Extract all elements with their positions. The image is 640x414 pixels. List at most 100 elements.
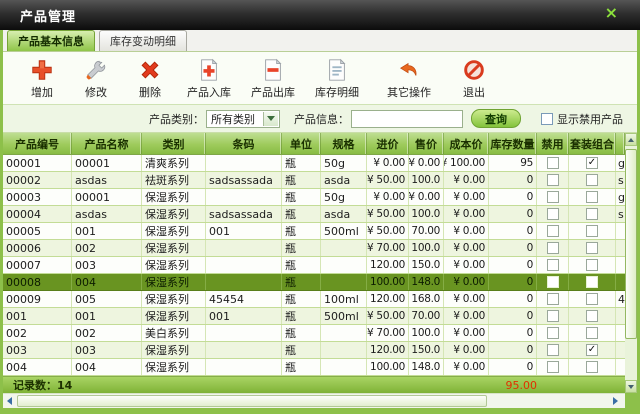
add-icon [29, 56, 56, 83]
column-header-12[interactable]: 套装组合 [569, 133, 616, 154]
cell: asdas [72, 172, 142, 188]
scroll-left-icon[interactable] [7, 397, 12, 405]
combo-checkbox[interactable] [586, 191, 598, 203]
table-row[interactable]: 00001 00001 清爽系列瓶 50g ¥ 0.00 ¥ 0.00 ¥ 100.00 95… [3, 155, 625, 172]
cell: 保湿系列 [142, 308, 206, 324]
product-info-input[interactable] [351, 109, 463, 128]
combo-checkbox[interactable] [586, 276, 598, 288]
column-header-3[interactable]: 类别 [142, 133, 206, 154]
table-row[interactable]: 00003 00001 保湿系列瓶 50g ¥ 0.00 ¥ 0.00 ¥ 0.00 0 g [3, 189, 625, 206]
clipped-cell [616, 274, 625, 290]
query-button[interactable]: 查询 [471, 109, 521, 128]
show-disabled-checkbox[interactable] [541, 112, 553, 125]
disabled-checkbox[interactable] [546, 293, 559, 305]
modify-button[interactable]: 修改 [73, 53, 119, 103]
disabled-checkbox[interactable] [546, 344, 559, 356]
tab-product-basic-info[interactable]: 产品基本信息 [7, 30, 95, 51]
disabled-checkbox[interactable] [546, 157, 559, 169]
combo-checkbox[interactable] [586, 259, 598, 271]
column-header-8[interactable]: 售价 [409, 133, 444, 154]
vertical-scrollbar[interactable] [625, 133, 637, 393]
cell: 保湿系列 [142, 223, 206, 239]
product-outbound-button[interactable]: 产品出库 [245, 53, 301, 103]
disabled-checkbox[interactable] [546, 208, 559, 220]
cell: 001 [72, 223, 142, 239]
column-header-4[interactable]: 条码 [206, 133, 282, 154]
add-button[interactable]: 增加 [19, 53, 65, 103]
column-header-6[interactable]: 规格 [321, 133, 367, 154]
cell: 保湿系列 [142, 240, 206, 256]
toolbar-button-label: 产品入库 [187, 86, 231, 99]
cell: ¥ 100.00 [367, 359, 409, 375]
checkbox-cell [569, 325, 616, 341]
column-header-5[interactable]: 单位 [282, 133, 321, 154]
delete-button[interactable]: 删除 [127, 53, 173, 103]
column-header-9[interactable]: 成本价 [444, 133, 489, 154]
other-actions-button[interactable]: 其它操作 [381, 53, 437, 103]
disabled-checkbox[interactable] [546, 276, 559, 288]
combo-checkbox[interactable] [586, 361, 598, 373]
vertical-scroll-thumb[interactable] [625, 149, 637, 339]
inventory-detail-button[interactable]: 库存明细 [309, 53, 365, 103]
disabled-checkbox[interactable] [546, 242, 559, 254]
cell: 保湿系列 [142, 291, 206, 307]
checkbox-cell [569, 240, 616, 256]
cell: ¥ 0.00 [444, 206, 489, 222]
combo-checkbox[interactable]: ✓ [586, 344, 598, 356]
close-icon[interactable]: × [604, 3, 618, 22]
scroll-right-icon[interactable] [613, 397, 618, 405]
disabled-checkbox[interactable] [546, 259, 559, 271]
disabled-checkbox[interactable] [546, 361, 559, 373]
horizontal-scrollbar[interactable] [3, 393, 625, 408]
cell: ¥ 0.00 [444, 291, 489, 307]
cell: 00001 [72, 155, 142, 171]
combo-checkbox[interactable] [586, 327, 598, 339]
checkbox-cell [569, 359, 616, 375]
cell: 瓶 [282, 257, 321, 273]
tab-inventory-change-detail[interactable]: 库存变动明细 [99, 30, 187, 51]
combo-checkbox[interactable]: ✓ [586, 157, 598, 169]
combo-checkbox[interactable] [586, 225, 598, 237]
clipped-cell: s [618, 207, 624, 221]
exit-button[interactable]: 退出 [451, 53, 497, 103]
horizontal-scroll-thumb[interactable] [17, 395, 487, 407]
cell: 00001 [3, 155, 72, 171]
column-header-1[interactable]: 产品编号 [3, 133, 72, 154]
combo-checkbox[interactable] [586, 242, 598, 254]
combo-checkbox[interactable] [586, 208, 598, 220]
column-header-7[interactable]: 进价 [367, 133, 409, 154]
scroll-down-button[interactable] [625, 380, 637, 393]
combo-checkbox[interactable] [586, 293, 598, 305]
scroll-up-button[interactable] [625, 133, 637, 146]
combo-checkbox[interactable] [586, 174, 598, 186]
column-header-11[interactable]: 禁用 [537, 133, 569, 154]
disabled-checkbox[interactable] [546, 191, 559, 203]
category-label: 产品类别： [149, 112, 204, 126]
cell: 0 [489, 308, 537, 324]
cell: 004 [72, 359, 142, 375]
cell: 清爽系列 [142, 155, 206, 171]
disabled-checkbox[interactable] [546, 310, 559, 322]
category-select[interactable]: 所有类别 [206, 109, 280, 128]
checkbox-cell [569, 257, 616, 273]
column-header-2[interactable]: 产品名称 [72, 133, 142, 154]
product-inbound-button[interactable]: 产品入库 [181, 53, 237, 103]
combo-checkbox[interactable] [586, 310, 598, 322]
column-header-10[interactable]: 库存数量 [489, 133, 537, 154]
disabled-checkbox[interactable] [546, 327, 559, 339]
disabled-checkbox[interactable] [546, 225, 559, 237]
toolbar-button-label: 产品出库 [251, 86, 295, 99]
cell [206, 189, 282, 205]
disabled-checkbox[interactable] [546, 174, 559, 186]
